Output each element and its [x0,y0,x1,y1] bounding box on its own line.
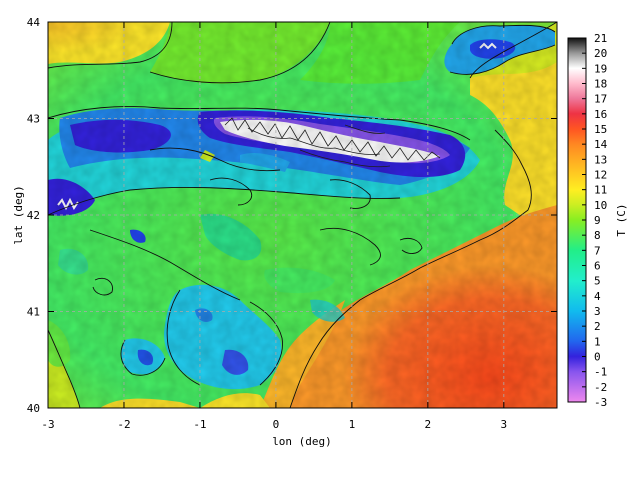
y-tick-label: 41 [27,306,40,319]
x-tick-label: 0 [273,418,280,431]
y-axis: 40 41 42 43 44 [27,16,557,415]
x-tick-label: -3 [41,418,54,431]
y-tick-label: 42 [27,209,40,222]
x-tick-label: 1 [349,418,356,431]
grid-lines [48,22,557,408]
colorbar-tick-label: 0 [594,351,601,364]
colorbar-tick-label: 10 [594,199,607,212]
colorbar-tick-label: 2 [594,320,601,333]
colorbar-tick-label: 16 [594,108,607,121]
colorbar-tick-label: 5 [594,275,601,288]
colorbar-tick-label: 3 [594,305,601,318]
colorbar-tick-label: 6 [594,260,601,273]
y-tick-label: 44 [27,16,41,29]
colorbar-tick-label: 17 [594,93,607,106]
colorbar-tick-label: 20 [594,47,607,60]
x-tick-label: -1 [193,418,206,431]
colorbar-tick-label: 11 [594,184,607,197]
y-axis-title: lat (deg) [12,185,25,245]
colorbar-tick-label: 19 [594,62,607,75]
colorbar-tick-label: 18 [594,78,607,91]
colorbar-tick-label: 15 [594,123,607,136]
colorbar-tick-label: 9 [594,214,601,227]
x-axis: -3 -2 -1 0 1 2 3 [41,22,507,431]
colorbar-tick-label: 1 [594,335,601,348]
map-field [48,22,557,408]
colorbar-tick-label: 13 [594,153,607,166]
x-axis-title: lon (deg) [272,435,332,448]
y-tick-label: 43 [27,113,40,126]
colorbar-tick-label: -2 [594,381,607,394]
colorbar-tick-label: -3 [594,396,607,409]
colorbar-tick-label: 8 [594,229,601,242]
x-tick-label: 2 [425,418,432,431]
x-tick-label: -2 [117,418,130,431]
colorbar-tick-label: 12 [594,169,607,182]
y-tick-label: 40 [27,402,40,415]
colorbar-tick-label: 4 [594,290,601,303]
colorbar-tick-label: -1 [594,366,607,379]
x-tick-label: 3 [501,418,508,431]
colorbar-tick-label: 14 [594,138,608,151]
colorbar-tick-label: 7 [594,244,601,257]
colorbar-title: T (C) [615,203,628,236]
colorbar-tick-label: 21 [594,32,607,45]
